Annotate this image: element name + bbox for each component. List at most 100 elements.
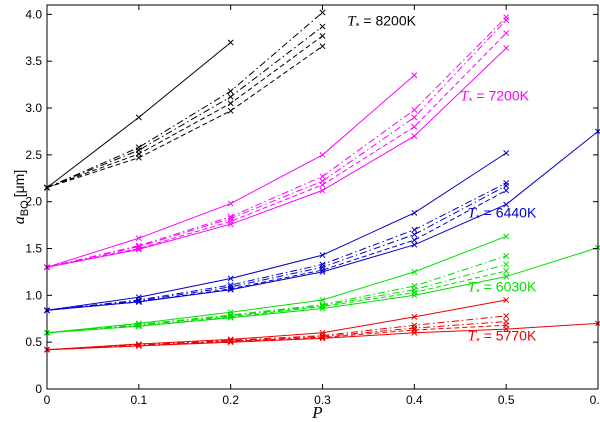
data-point (411, 237, 418, 244)
x-tick-label: 0.5 (498, 393, 515, 407)
series-line (46, 19, 507, 268)
data-point (135, 154, 142, 161)
series-line (46, 26, 323, 189)
data-point (227, 314, 234, 321)
data-point (227, 275, 234, 282)
data-point (227, 88, 234, 95)
annotation-symbol: T (468, 206, 478, 222)
data-point (227, 100, 234, 107)
data-point (503, 253, 510, 259)
annotation-star: * (469, 97, 473, 108)
annotation-symbol: T (460, 89, 470, 105)
series-line (46, 185, 507, 311)
x-axis-title: P (311, 403, 322, 422)
y-tick-label: 3.0 (25, 101, 42, 115)
data-point (411, 133, 418, 140)
data-point (135, 322, 142, 329)
x-tick-label: 0 (44, 393, 51, 407)
data-point (411, 209, 418, 216)
y-tick-label: 1.0 (25, 288, 42, 302)
data-point (319, 334, 326, 341)
series-line (46, 270, 507, 334)
data-point (411, 231, 418, 238)
data-point (319, 173, 326, 180)
data-point (503, 261, 510, 268)
series-line (46, 12, 323, 189)
series-line (46, 263, 507, 334)
data-point (227, 107, 234, 114)
data-point (411, 72, 418, 79)
data-point (135, 246, 142, 253)
data-point (503, 326, 510, 333)
series-line (46, 321, 507, 351)
y-axis-subscript: BO (19, 200, 31, 216)
data-point (411, 313, 418, 320)
data-point (319, 43, 326, 50)
data-point (319, 151, 326, 158)
y-tick-label: 2.5 (25, 148, 42, 162)
plot-area (44, 9, 600, 353)
series-line (46, 315, 507, 351)
series-annotation: T* = 8200K (347, 13, 416, 33)
annotation-star: * (356, 22, 360, 33)
series-line (46, 299, 507, 351)
data-point (319, 268, 326, 275)
data-point (411, 123, 418, 130)
data-point (411, 114, 418, 121)
data-point (319, 297, 326, 303)
series-line (46, 45, 323, 189)
data-point (503, 150, 510, 156)
series-annotation: T* = 6440K (468, 205, 537, 225)
data-point (503, 14, 510, 21)
series-line (46, 35, 323, 189)
data-point (411, 226, 418, 233)
x-tick-label: 0.6 (590, 393, 600, 407)
data-point (227, 221, 234, 228)
data-point (503, 187, 510, 194)
x-tick-label: 0.1 (130, 393, 147, 407)
data-point (319, 23, 326, 30)
data-point (135, 323, 142, 330)
data-point (227, 286, 234, 293)
data-point (135, 245, 142, 252)
data-point (503, 273, 510, 280)
data-point (503, 233, 510, 240)
data-point (227, 313, 234, 320)
data-point (319, 305, 326, 312)
series-annotation: T* = 6030K (468, 279, 537, 299)
data-point (319, 181, 326, 188)
series-line (46, 152, 507, 311)
data-point (227, 93, 234, 100)
series-line (46, 16, 507, 268)
series-line (46, 255, 507, 334)
y-tick-label: 2.0 (25, 195, 42, 209)
series-line (46, 182, 507, 311)
annotation-star: * (476, 336, 480, 347)
data-point (319, 252, 326, 259)
group-1 (44, 14, 510, 271)
data-point (227, 200, 234, 207)
y-axis-symbol: a (11, 216, 28, 224)
series-line (46, 32, 507, 268)
data-point (503, 30, 510, 37)
data-point (503, 45, 510, 52)
data-point (135, 114, 142, 121)
series-line (46, 42, 232, 188)
y-axis-title: aBO [μm] (11, 170, 31, 224)
data-point (411, 329, 418, 336)
data-point (135, 298, 142, 304)
data-point (319, 32, 326, 39)
axes: 0 0.1 0.2 0.3 0.4 0.5 0.6 0 0.5 1.0 1.5 2.0 2.5 3.0 3.… (25, 4, 600, 407)
data-point (135, 235, 142, 242)
data-point (135, 298, 142, 305)
annotation-symbol: T (468, 328, 478, 344)
y-tick-label: 0.5 (25, 335, 42, 349)
data-point (411, 241, 418, 248)
data-point (227, 39, 234, 46)
annotation-value: = 7200K (473, 88, 530, 104)
group-0 (44, 9, 326, 191)
y-tick-label: 3.5 (25, 54, 42, 68)
x-tick-label: 0.2 (222, 393, 239, 407)
x-tick-label: 0.4 (406, 393, 423, 407)
